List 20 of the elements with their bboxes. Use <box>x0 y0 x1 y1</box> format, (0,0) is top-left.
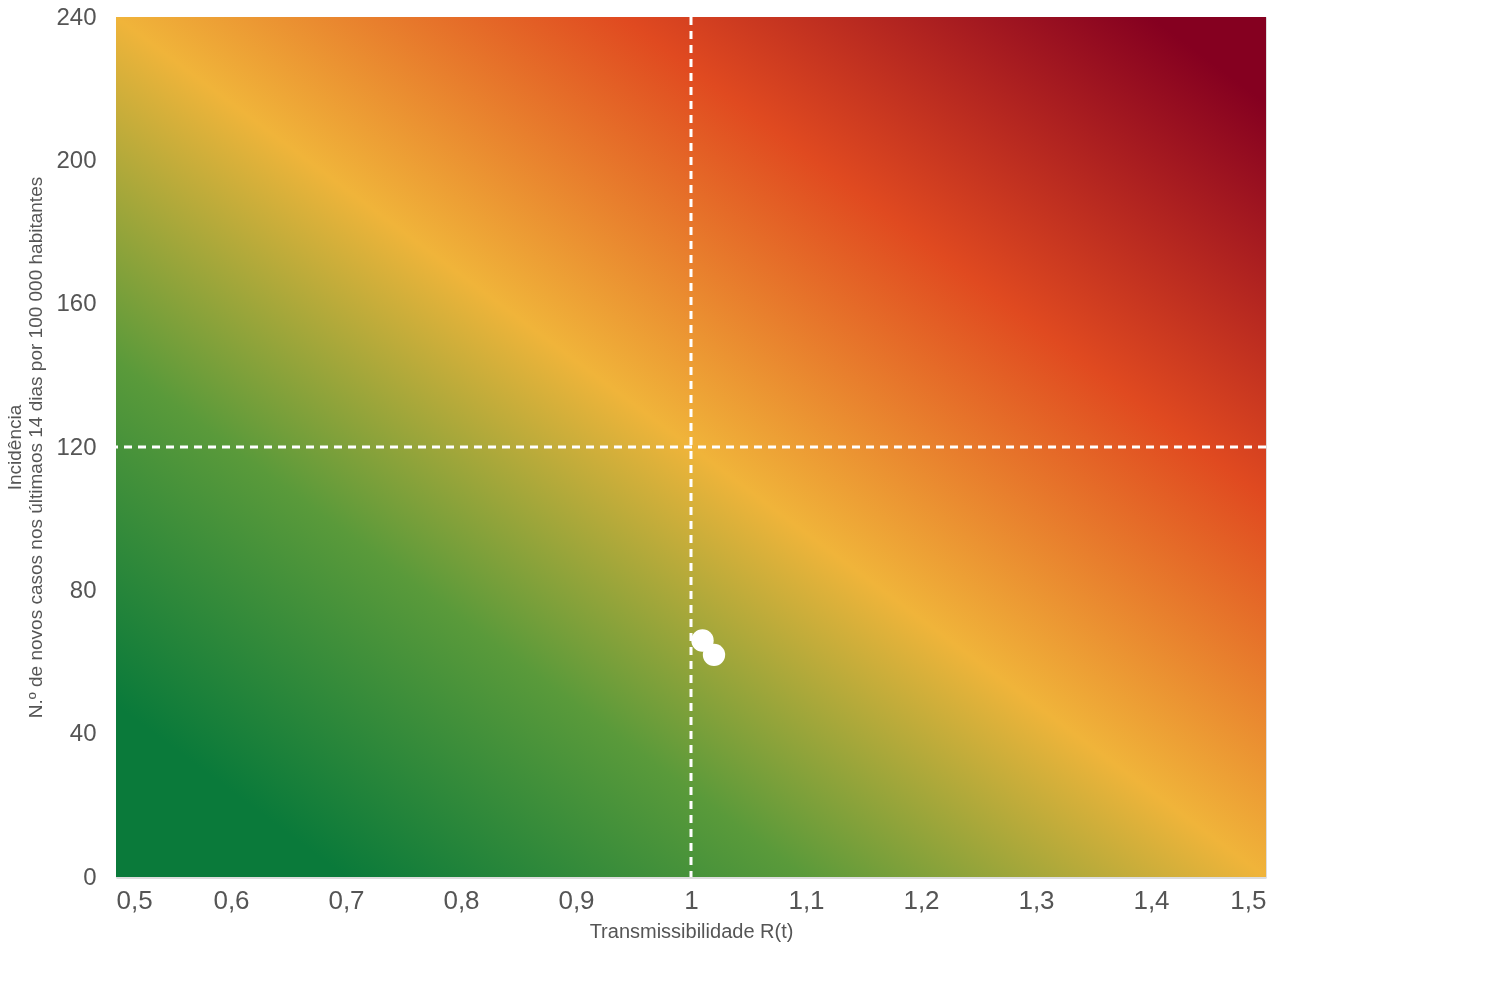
y-tick-label: 120 <box>56 432 97 460</box>
x-tick-label: 1,4 <box>1133 884 1170 915</box>
x-tick-label: 1,2 <box>903 884 940 915</box>
y-tick-label: 160 <box>56 289 97 317</box>
y-tick-label: 80 <box>69 575 97 603</box>
x-axis-title: Transmissibilidade R(t) <box>589 919 794 942</box>
x-tick-label: 0,9 <box>558 884 595 915</box>
y-tick-label: 200 <box>56 145 97 173</box>
y-tick-label: 240 <box>56 2 97 30</box>
y-tick-label: 0 <box>83 862 97 890</box>
x-tick-label: 0,5 <box>116 884 153 915</box>
x-tick-label: 0,6 <box>213 884 250 915</box>
x-tick-label: 1 <box>684 884 699 915</box>
x-tick-label: 1,3 <box>1018 884 1055 915</box>
x-tick-label: 0,8 <box>443 884 480 915</box>
x-tick-label: 1,1 <box>788 884 825 915</box>
x-tick-label: 1,5 <box>1230 884 1267 915</box>
y-tick-label: 40 <box>69 719 97 747</box>
y-axis-title: Incidência N.º de novos casos nos últimaos 14 dias por 100 000 habitantes <box>4 176 47 719</box>
x-tick-label: 0,7 <box>328 884 365 915</box>
